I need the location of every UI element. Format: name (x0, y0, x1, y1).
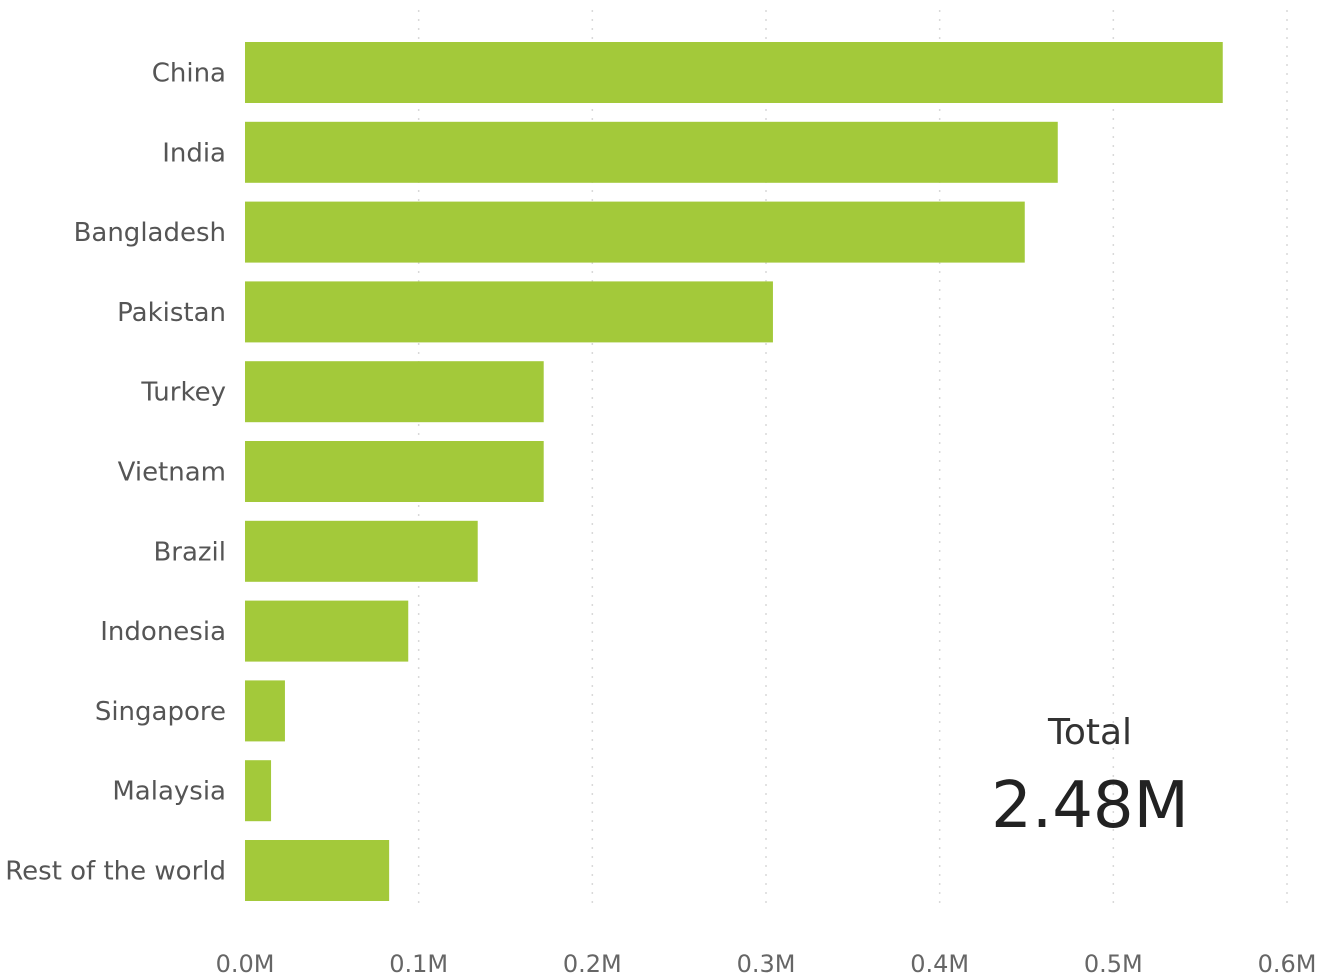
x-tick-label: 0.5M (1084, 950, 1143, 978)
x-axis-ticks: 0.0M 0.1M 0.2M 0.3M 0.4M 0.5M 0.6M (216, 950, 1317, 978)
bars (245, 42, 1223, 901)
category-label: Turkey (140, 378, 226, 408)
total-kpi-card: Total 2.48M (960, 712, 1220, 843)
x-tick-label: 0.3M (737, 950, 796, 978)
bar[interactable] (245, 840, 390, 901)
category-label: Pakistan (117, 298, 226, 328)
category-label: Bangladesh (74, 218, 226, 248)
category-label: Singapore (95, 697, 226, 727)
x-tick-label: 0.4M (910, 950, 969, 978)
bar[interactable] (245, 600, 409, 662)
bar[interactable] (245, 121, 1058, 183)
category-labels: China India Bangladesh Pakistan Turkey Vietna… (5, 59, 226, 887)
bar[interactable] (245, 201, 1025, 263)
category-label: Indonesia (100, 617, 226, 647)
x-tick-label: 0.6M (1258, 950, 1317, 978)
category-label: Vietnam (118, 458, 226, 488)
bar[interactable] (245, 441, 544, 502)
total-value: 2.48M (991, 769, 1189, 843)
category-label: China (152, 59, 226, 89)
total-label: Total (1047, 712, 1133, 753)
x-tick-label: 0.0M (216, 950, 275, 978)
bar[interactable] (245, 680, 285, 742)
x-tick-label: 0.1M (389, 950, 448, 978)
bar[interactable] (245, 42, 1223, 103)
category-label: Brazil (153, 537, 226, 567)
bar[interactable] (245, 281, 773, 343)
x-tick-label: 0.2M (563, 950, 622, 978)
category-label: India (162, 138, 226, 168)
category-label: Malaysia (112, 777, 226, 807)
bar[interactable] (245, 520, 478, 582)
bar[interactable] (245, 760, 272, 822)
category-label: Rest of the world (5, 857, 226, 887)
bar[interactable] (245, 361, 544, 423)
